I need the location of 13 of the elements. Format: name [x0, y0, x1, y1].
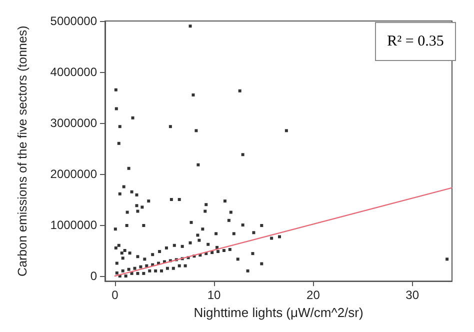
x-tick-label: 10 [207, 288, 222, 302]
y-tick-label: 3000000 [50, 116, 98, 130]
y-tick-label: 4000000 [50, 65, 98, 79]
y-tick-label: 5000000 [50, 14, 98, 28]
y-tick-label: 1000000 [50, 218, 98, 232]
y-tick-label: 2000000 [50, 167, 98, 181]
x-tick-label: 0 [112, 288, 119, 302]
x-tick-label: 30 [406, 288, 420, 302]
y-axis-title: Carbon emissions of the five sectors (tonnes) [16, 26, 30, 276]
x-axis-title: Nighttime lights (μW/cm^2/sr) [194, 305, 364, 320]
annotation: R² = 0.35 [387, 34, 444, 50]
x-tick-label: 20 [306, 288, 320, 302]
y-tick-label: 0 [90, 269, 98, 283]
